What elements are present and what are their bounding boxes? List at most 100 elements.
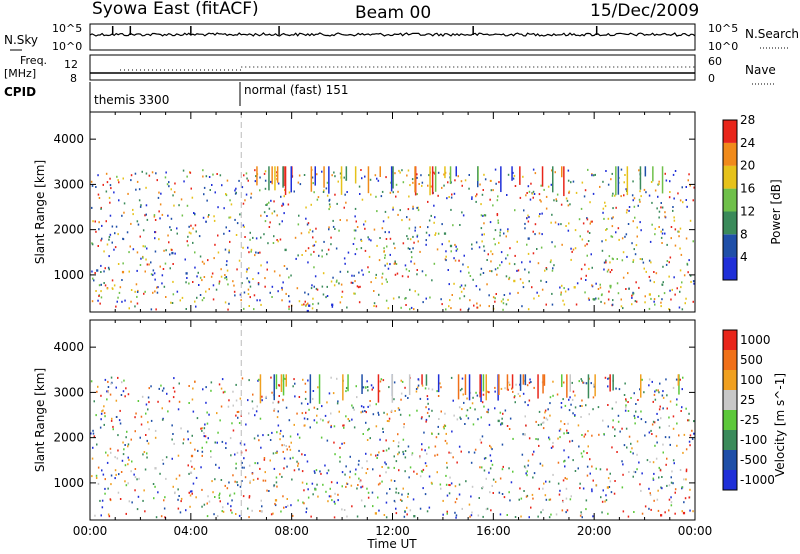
echo-cell — [366, 487, 368, 490]
echo-cell — [549, 498, 552, 501]
echo-cell — [685, 468, 688, 471]
echo-cell — [276, 214, 278, 217]
echo-cell — [527, 185, 530, 188]
echo-cell — [97, 174, 99, 177]
echo-cell — [563, 449, 565, 452]
echo-cell — [250, 248, 253, 251]
echo-streak — [561, 374, 563, 388]
echo-cell — [95, 230, 97, 233]
echo-cell — [581, 238, 584, 241]
echo-cell — [148, 428, 150, 431]
echo-cell — [685, 478, 687, 481]
echo-cell — [330, 412, 332, 415]
echo-cell — [106, 398, 108, 401]
echo-cell — [211, 272, 214, 275]
echo-cell — [320, 472, 322, 475]
echo-cell — [382, 220, 385, 223]
echo-cell — [500, 300, 503, 303]
echo-cell — [648, 275, 651, 278]
echo-cell — [572, 412, 574, 415]
echo-cell — [268, 207, 271, 210]
echo-cell — [173, 390, 176, 393]
echo-cell — [587, 430, 589, 433]
echo-cell — [373, 228, 376, 231]
echo-streak — [615, 166, 617, 196]
echo-cell — [407, 495, 409, 498]
echo-cell — [549, 414, 551, 417]
echo-cell — [157, 400, 159, 403]
echo-cell — [575, 303, 578, 306]
echo-cell — [680, 253, 683, 256]
freq-tick-bottom: 8 — [70, 72, 77, 85]
echo-cell — [136, 269, 138, 272]
echo-cell — [417, 209, 420, 212]
echo-cell — [408, 414, 411, 417]
echo-cell — [312, 303, 314, 306]
echo-cell — [538, 294, 540, 297]
echo-cell — [431, 279, 433, 282]
echo-cell — [557, 461, 560, 464]
echo-cell — [483, 222, 485, 225]
echo-cell — [310, 287, 313, 290]
echo-cell — [264, 179, 267, 182]
echo-cell — [119, 409, 121, 412]
echo-cell — [298, 449, 300, 452]
echo-cell — [178, 400, 181, 403]
echo-cell — [155, 172, 157, 175]
echo-cell — [520, 515, 522, 518]
echo-cell — [196, 275, 198, 278]
echo-cell — [365, 452, 367, 455]
echo-cell — [106, 461, 109, 464]
echo-cell — [472, 423, 475, 426]
echo-cell — [271, 431, 273, 434]
echo-cell — [170, 229, 172, 231]
echo-cell — [385, 176, 387, 179]
echo-cell — [600, 496, 602, 499]
echo-cell — [185, 272, 188, 275]
echo-cell — [581, 455, 584, 458]
echo-cell — [332, 392, 335, 395]
echo-cell — [235, 462, 237, 465]
echo-cell — [297, 433, 299, 436]
echo-cell — [257, 283, 260, 286]
echo-cell — [395, 512, 398, 515]
echo-streak — [444, 166, 446, 179]
echo-cell — [430, 185, 432, 188]
echo-cell — [127, 393, 130, 396]
echo-cell — [338, 229, 340, 232]
echo-cell — [296, 460, 298, 463]
echo-cell — [301, 481, 304, 484]
echo-cell — [273, 200, 275, 203]
echo-cell — [381, 190, 384, 193]
y-tick-label: 1000 — [53, 476, 84, 490]
echo-cell — [449, 244, 453, 248]
echo-cell — [486, 507, 489, 510]
echo-cell — [119, 286, 122, 289]
echo-cell — [565, 225, 567, 227]
echo-cell — [568, 191, 570, 194]
echo-cell — [166, 183, 169, 186]
echo-cell — [483, 245, 485, 248]
echo-cell — [445, 255, 447, 258]
echo-cell — [245, 423, 247, 426]
echo-cell — [634, 422, 636, 425]
echo-cell — [586, 217, 588, 220]
echo-cell — [457, 175, 459, 178]
echo-cell — [410, 251, 413, 254]
echo-cell — [171, 248, 173, 251]
echo-cell — [297, 464, 299, 467]
echo-cell — [165, 296, 167, 298]
echo-cell — [334, 193, 336, 196]
echo-cell — [664, 436, 667, 439]
echo-cell — [111, 381, 113, 384]
echo-cell — [364, 249, 367, 252]
echo-cell — [152, 291, 154, 294]
echo-cell — [288, 276, 290, 279]
echo-cell — [113, 191, 115, 194]
echo-streak — [552, 166, 554, 193]
echo-cell — [253, 294, 256, 297]
echo-cell — [523, 490, 525, 492]
echo-cell — [189, 490, 192, 493]
echo-cell — [289, 448, 292, 451]
echo-cell — [684, 497, 687, 500]
